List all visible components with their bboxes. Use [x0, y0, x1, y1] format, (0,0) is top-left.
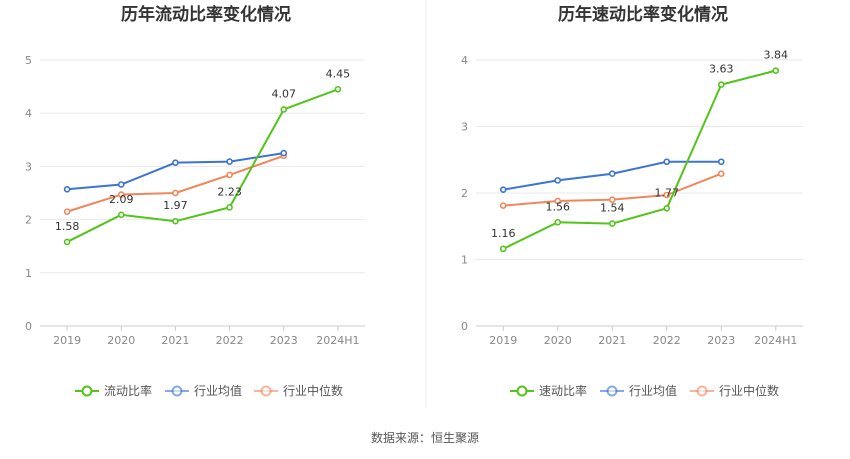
data-point — [63, 208, 71, 215]
data-point — [280, 149, 288, 157]
legend-label: 行业均值 — [629, 383, 677, 398]
x-tick-label: 2020 — [107, 334, 135, 347]
quick-ratio-chart: 历年速动比率变化情况 0 1 2 3 4 2019 2020 2021 2022 2023 2024H… — [461, 4, 803, 398]
data-point — [117, 191, 125, 198]
data-point — [63, 238, 71, 246]
legend-marker-icon — [516, 385, 528, 397]
y-tick-label: 2 — [461, 187, 468, 200]
legend-marker-icon — [696, 385, 708, 397]
source-text: 数据来源：恒生聚源 — [371, 430, 479, 445]
data-point — [717, 81, 725, 88]
legend-label: 流动比率 — [104, 383, 152, 398]
x-tick-label: 2023 — [707, 334, 735, 347]
data-label: 4.07 — [272, 87, 297, 100]
legend-label: 行业中位数 — [719, 383, 779, 398]
data-point — [554, 218, 562, 226]
current-ratio-chart: 历年流动比率变化情况 0 1 2 3 4 5 2019 2020 2021 2022 2023 2024… — [25, 4, 365, 398]
data-label: 1.56 — [546, 200, 571, 213]
data-point — [172, 217, 179, 225]
data-point — [663, 158, 671, 166]
x-tick-label: 2020 — [544, 334, 572, 347]
y-tick-label: 0 — [25, 320, 32, 333]
data-point — [499, 202, 507, 209]
data-point — [608, 170, 616, 178]
data-point — [334, 85, 342, 93]
data-point — [772, 67, 780, 74]
x-tick-label: 2023 — [270, 334, 298, 347]
data-label: 3.84 — [764, 49, 789, 62]
y-tick-label: 2 — [25, 214, 32, 227]
data-point — [608, 220, 616, 227]
data-point — [663, 191, 671, 199]
data-label: 2.09 — [109, 193, 134, 206]
legend-marker-icon — [606, 385, 618, 397]
data-point — [226, 171, 233, 179]
data-label: 1.58 — [55, 220, 80, 233]
data-point — [663, 204, 671, 212]
data-point — [172, 189, 179, 197]
y-tick-label: 4 — [25, 107, 32, 120]
y-tick-label: 1 — [461, 254, 468, 267]
x-tick-label: 2019 — [53, 334, 81, 347]
x-tick-label: 2022 — [216, 334, 244, 347]
chart-title: 历年流动比率变化情况 — [121, 4, 291, 25]
data-point — [117, 181, 125, 188]
data-point — [608, 196, 616, 203]
data-point — [499, 186, 507, 193]
data-point — [717, 170, 725, 178]
data-point — [554, 197, 562, 205]
data-label: 1.16 — [491, 227, 516, 240]
series-line-0 — [502, 69, 776, 250]
data-point — [226, 158, 233, 165]
x-tick-label: 2019 — [489, 334, 517, 347]
data-label: 4.45 — [326, 67, 351, 80]
chart-title: 历年速动比率变化情况 — [558, 4, 728, 25]
x-tick-label: 2024H1 — [754, 334, 797, 347]
legend-label: 速动比率 — [539, 383, 587, 398]
data-label: 1.77 — [655, 186, 680, 199]
series-line-1 — [66, 152, 284, 191]
y-tick-label: 1 — [25, 267, 32, 280]
x-tick-label: 2021 — [161, 334, 189, 347]
legend-marker-icon — [171, 385, 183, 397]
x-tick-label: 2024H1 — [316, 334, 359, 347]
data-label: 2.23 — [217, 185, 242, 198]
x-tick-label: 2022 — [653, 334, 681, 347]
legend-marker-icon — [260, 385, 272, 397]
legend-label: 行业中位数 — [283, 383, 343, 398]
data-point — [117, 211, 125, 219]
legend-label: 行业均值 — [194, 383, 242, 398]
y-tick-label: 0 — [461, 320, 468, 333]
data-point — [280, 106, 288, 113]
x-tick-label: 2021 — [598, 334, 626, 347]
y-tick-label: 3 — [461, 121, 468, 134]
series-line-0 — [66, 88, 339, 243]
data-point — [499, 245, 507, 253]
y-tick-label: 3 — [25, 160, 32, 173]
y-tick-label: 5 — [25, 54, 32, 67]
data-label: 1.54 — [600, 202, 625, 215]
data-label: 3.63 — [709, 63, 734, 76]
data-point — [226, 204, 233, 211]
data-point — [717, 158, 725, 166]
data-point — [63, 185, 71, 193]
legend-marker-icon — [81, 385, 93, 397]
data-point — [172, 159, 179, 166]
y-tick-label: 4 — [461, 54, 468, 67]
data-point — [554, 177, 562, 184]
data-label: 1.97 — [163, 199, 188, 212]
